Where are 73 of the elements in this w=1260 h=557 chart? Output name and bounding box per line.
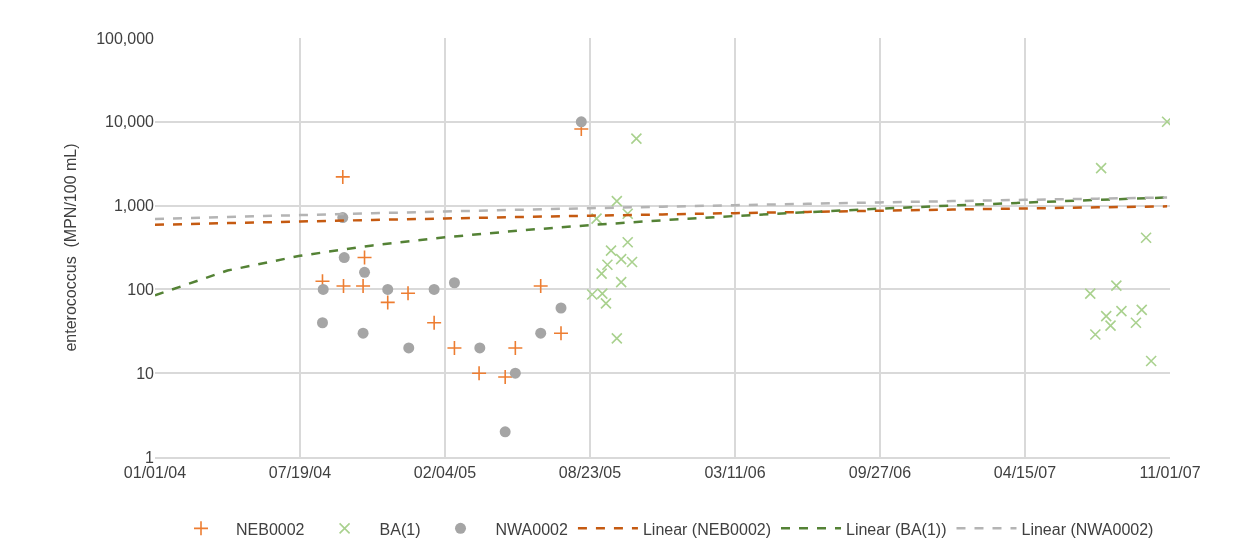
point xyxy=(630,132,643,145)
y-axis-title: enterococcus (MPN/100 mL) xyxy=(62,143,80,352)
point xyxy=(338,252,350,264)
point xyxy=(621,236,634,249)
y-tick-label: 10,000 xyxy=(105,113,155,131)
point xyxy=(400,285,416,302)
x-tick-label: 03/11/06 xyxy=(704,464,766,482)
x-tick-label: 02/04/05 xyxy=(413,464,477,482)
point xyxy=(595,267,608,280)
y-tick-label: 10 xyxy=(136,364,155,382)
point xyxy=(499,426,511,438)
point xyxy=(448,277,460,289)
point xyxy=(334,169,351,185)
x-tick-label: 07/19/04 xyxy=(268,464,332,482)
point xyxy=(1104,319,1117,332)
y-tick-label: 1 xyxy=(145,448,155,466)
point xyxy=(1140,231,1152,244)
legend-label: NEB0002 xyxy=(236,520,305,538)
x-tick-label: 09/27/06 xyxy=(848,464,912,482)
x-tick-label: 04/15/07 xyxy=(993,464,1057,482)
point xyxy=(605,244,617,257)
point xyxy=(575,116,587,128)
point xyxy=(355,278,371,294)
point xyxy=(379,294,396,311)
point xyxy=(1110,279,1123,292)
y-tick-label: 1,000 xyxy=(113,197,155,215)
point xyxy=(535,327,547,339)
x-tick-label: 11/01/07 xyxy=(1139,464,1201,482)
point xyxy=(509,367,521,379)
y-tick-label: 100,000 xyxy=(96,29,155,47)
point xyxy=(621,207,634,220)
point xyxy=(1130,316,1142,329)
point xyxy=(611,332,623,345)
legend-label: NWA0002 xyxy=(495,520,568,538)
point xyxy=(446,340,463,356)
point xyxy=(335,278,352,294)
point xyxy=(1100,310,1112,322)
point xyxy=(382,283,394,295)
point xyxy=(1145,355,1157,367)
point xyxy=(1095,162,1107,174)
line-series xyxy=(155,205,1169,227)
point xyxy=(1089,328,1102,341)
point xyxy=(532,278,549,294)
point xyxy=(359,266,371,278)
point xyxy=(1135,304,1148,316)
point xyxy=(555,302,567,314)
point xyxy=(403,342,415,354)
x-tick-label: 08/23/05 xyxy=(558,464,622,482)
point xyxy=(601,258,614,271)
point xyxy=(1084,287,1097,300)
legend-label: Linear (NEB0002) xyxy=(642,520,772,538)
point xyxy=(428,283,440,295)
x-tick-label: 01/01/04 xyxy=(123,464,187,482)
point xyxy=(474,342,486,354)
y-tick-label: 100 xyxy=(127,281,155,298)
point xyxy=(553,325,569,342)
point xyxy=(590,212,603,225)
legend-label: Linear (NWA0002) xyxy=(1021,520,1154,538)
legend-label: BA(1) xyxy=(379,520,421,538)
point xyxy=(615,276,627,288)
point xyxy=(497,369,513,385)
point xyxy=(357,327,369,339)
point xyxy=(316,317,328,329)
line-series xyxy=(155,196,1169,221)
point xyxy=(356,249,373,266)
point xyxy=(1115,305,1128,317)
point xyxy=(507,340,524,356)
point xyxy=(611,195,623,207)
point xyxy=(426,314,442,331)
point xyxy=(317,283,329,295)
point xyxy=(600,297,612,310)
point xyxy=(471,365,487,381)
legend-label: Linear (BA(1)) xyxy=(846,520,947,538)
